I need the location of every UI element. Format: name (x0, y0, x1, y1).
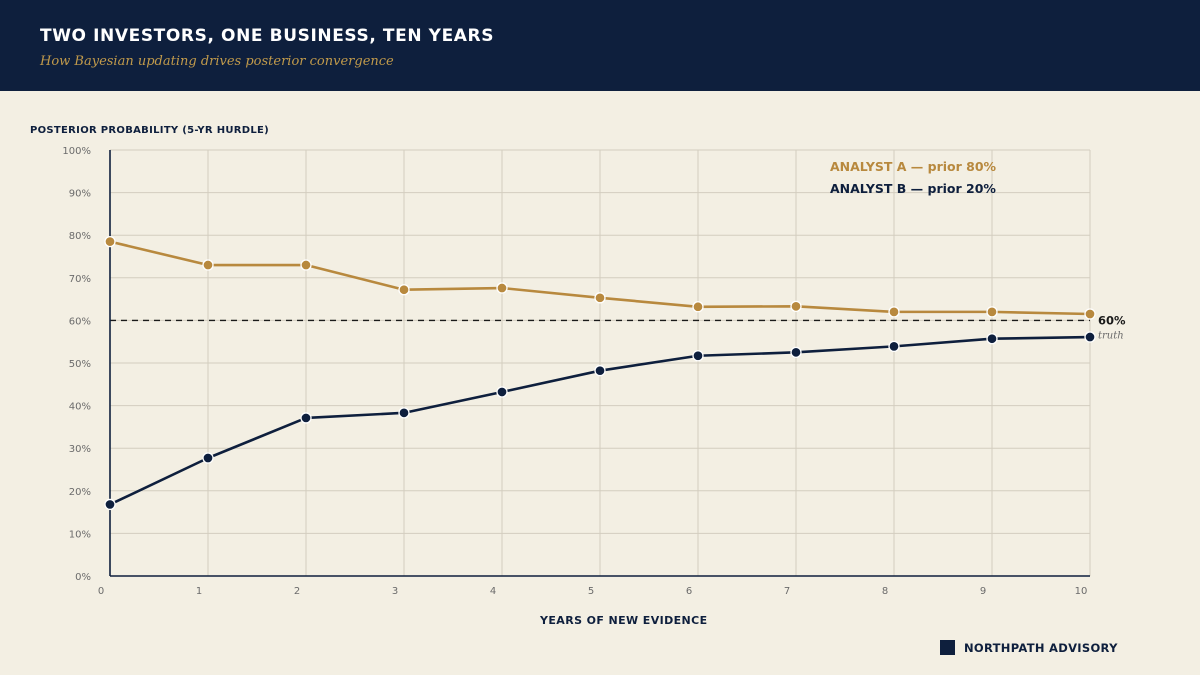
x-tick-label: 6 (686, 586, 692, 597)
y-tick-label: 20% (69, 487, 91, 498)
data-point (202, 452, 214, 464)
reference-line-group: 60% truth (110, 313, 1126, 341)
y-tick-label: 90% (69, 189, 91, 200)
axes: 0% 10% 20% 30% 40% 50% 60% 70% 80% 90% 100% 0 1 2 3 4 5 6… (62, 146, 1090, 597)
y-tick-label: 80% (69, 231, 91, 242)
y-tick-label: 40% (69, 402, 91, 413)
x-tick-label: 10 (1075, 586, 1088, 597)
header-banner: TWO INVESTORS, ONE BUSINESS, TEN YEARS H… (0, 0, 1200, 91)
page-subtitle: How Bayesian updating drives posterior c… (40, 54, 394, 69)
square-mark-icon (940, 640, 955, 655)
y-axis-label: POSTERIOR PROBABILITY (5-YR HURDLE) (30, 125, 270, 136)
data-point (790, 346, 802, 359)
y-tick-label: 0% (75, 572, 91, 583)
data-point (300, 412, 312, 424)
x-tick-label: 9 (980, 586, 986, 597)
x-tick-label: 1 (196, 586, 202, 597)
data-point (202, 259, 214, 271)
data-point (986, 306, 998, 318)
data-point (496, 282, 508, 294)
data-point (1084, 308, 1096, 320)
x-tick-label: 0 (98, 586, 104, 597)
y-tick-label: 30% (69, 444, 91, 455)
x-tick-label: 3 (392, 586, 398, 597)
y-tick-label: 10% (69, 529, 91, 540)
y-tick-label: 70% (69, 274, 91, 285)
x-tick-label: 7 (784, 586, 790, 597)
reference-line-sublabel: truth (1098, 330, 1124, 341)
brand-name: NORTHPATH ADVISORY (964, 640, 1118, 655)
legend-entry-analyst-b: ANALYST B — prior 20% (830, 181, 996, 196)
grid (109, 149, 1091, 577)
y-tick-label: 50% (69, 359, 91, 370)
data-point (594, 365, 606, 377)
data-point (790, 300, 802, 312)
data-point (300, 259, 312, 271)
data-point (986, 333, 998, 345)
data-point (496, 386, 508, 398)
page-title: TWO INVESTORS, ONE BUSINESS, TEN YEARS (40, 26, 495, 46)
data-point (398, 284, 410, 296)
data-point (398, 407, 410, 419)
data-point (888, 340, 900, 353)
data-point (692, 350, 704, 362)
data-point (692, 301, 704, 313)
series-group (104, 235, 1096, 511)
x-tick-label: 5 (588, 586, 594, 597)
brand-footer: NORTHPATH ADVISORY (940, 640, 1118, 655)
legend: ANALYST A — prior 80% ANALYST B — prior 2… (830, 159, 997, 196)
data-point (104, 235, 116, 248)
y-tick-label: 100% (62, 146, 91, 157)
x-tick-label: 8 (882, 586, 888, 597)
x-axis-label: YEARS OF NEW EVIDENCE (540, 614, 708, 627)
legend-entry-analyst-a: ANALYST A — prior 80% (830, 159, 997, 174)
x-tick-label: 4 (490, 586, 496, 597)
y-tick-label: 60% (69, 316, 91, 327)
x-tick-label: 2 (294, 586, 300, 597)
data-point (1084, 331, 1096, 343)
data-point (594, 292, 606, 304)
data-point (888, 306, 900, 318)
data-point (104, 498, 116, 511)
reference-line-label: 60% (1098, 313, 1126, 327)
